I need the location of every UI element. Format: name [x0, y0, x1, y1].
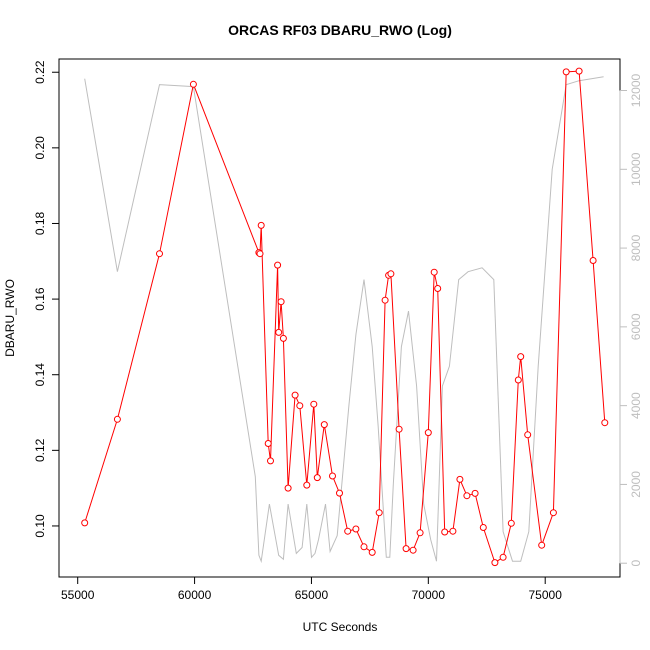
data-point: [313, 474, 321, 482]
y2-tick-label: 0: [629, 560, 643, 567]
data-point: [277, 298, 285, 306]
x-tick-label: 60000: [178, 588, 212, 602]
data-point: [284, 484, 292, 492]
data-point: [113, 415, 121, 423]
data-point: [449, 527, 457, 535]
data-point: [264, 440, 272, 447]
y-tick-label: 0.12: [33, 438, 47, 462]
data-point: [434, 285, 442, 292]
y2-tick-label: 6000: [629, 313, 643, 340]
y-tick-label: 0.22: [33, 60, 47, 84]
data-point: [189, 80, 197, 88]
data-point: [303, 481, 311, 489]
data-point: [409, 546, 417, 554]
data-point: [538, 541, 546, 549]
x-tick-label: 65000: [295, 588, 329, 602]
y2-tick-label: 4000: [629, 392, 643, 419]
series-layer: [81, 67, 609, 567]
data-point: [499, 553, 507, 561]
data-point: [344, 527, 352, 535]
data-point: [514, 376, 522, 384]
chart-title: ORCAS RF03 DBARU_RWO (Log): [228, 22, 452, 38]
data-point: [416, 529, 424, 537]
x-tick-label: 70000: [412, 588, 446, 602]
data-point: [257, 221, 265, 229]
data-point: [562, 68, 570, 76]
data-point: [291, 391, 299, 399]
data-point: [479, 524, 487, 531]
y-axis-left: 0.10 0.12 0.14 0.16 0.18 0.20 0.22: [33, 60, 60, 538]
data-point: [471, 489, 479, 497]
y-tick-label: 0.10: [33, 514, 47, 538]
secondary-series-line: [84, 76, 604, 564]
data-point: [275, 328, 283, 336]
data-point: [381, 296, 389, 304]
data-point: [81, 519, 89, 527]
data-point: [402, 545, 410, 553]
x-axis-label: UTC Seconds: [303, 620, 378, 634]
y-axis-label: DBARU_RWO: [3, 279, 17, 357]
data-point: [430, 268, 438, 276]
data-point: [524, 431, 532, 439]
data-point: [395, 425, 403, 433]
y-tick-label: 0.14: [33, 363, 47, 387]
x-axis: 55000 60000 65000 70000 75000: [61, 576, 563, 602]
data-point: [336, 489, 343, 497]
data-point: [368, 548, 376, 556]
data-point: [517, 353, 525, 361]
data-point: [463, 492, 471, 500]
y-tick-label: 0.18: [33, 211, 47, 235]
y2-tick-label: 2000: [629, 471, 643, 498]
y-tick-label: 0.16: [33, 287, 47, 311]
data-point: [360, 543, 368, 551]
primary-series-line: [84, 70, 606, 564]
data-point: [274, 261, 282, 269]
data-point: [329, 472, 336, 480]
y-tick-label: 0.20: [33, 136, 47, 160]
data-point: [507, 519, 515, 527]
data-point: [256, 250, 264, 258]
data-point: [279, 334, 287, 342]
data-point: [296, 402, 304, 410]
data-point: [456, 475, 464, 483]
data-point: [549, 509, 557, 517]
data-point: [267, 457, 274, 465]
data-point: [575, 67, 583, 75]
y2-tick-label: 8000: [629, 234, 643, 261]
data-point: [424, 429, 432, 437]
data-point: [352, 525, 360, 533]
y2-tick-label: 12000: [629, 74, 643, 108]
x-tick-label: 55000: [61, 588, 95, 602]
data-point: [387, 270, 395, 278]
x-tick-label: 75000: [529, 588, 563, 602]
data-point: [441, 528, 449, 536]
data-point: [310, 400, 318, 408]
data-point: [601, 419, 609, 427]
data-point: [375, 509, 383, 517]
data-point: [156, 250, 163, 258]
y-axis-right: 0 2000 4000 6000 8000 10000 12000: [619, 74, 643, 567]
data-point: [589, 257, 597, 264]
y2-tick-label: 10000: [629, 152, 643, 186]
data-point: [491, 559, 499, 567]
data-point: [320, 421, 328, 429]
